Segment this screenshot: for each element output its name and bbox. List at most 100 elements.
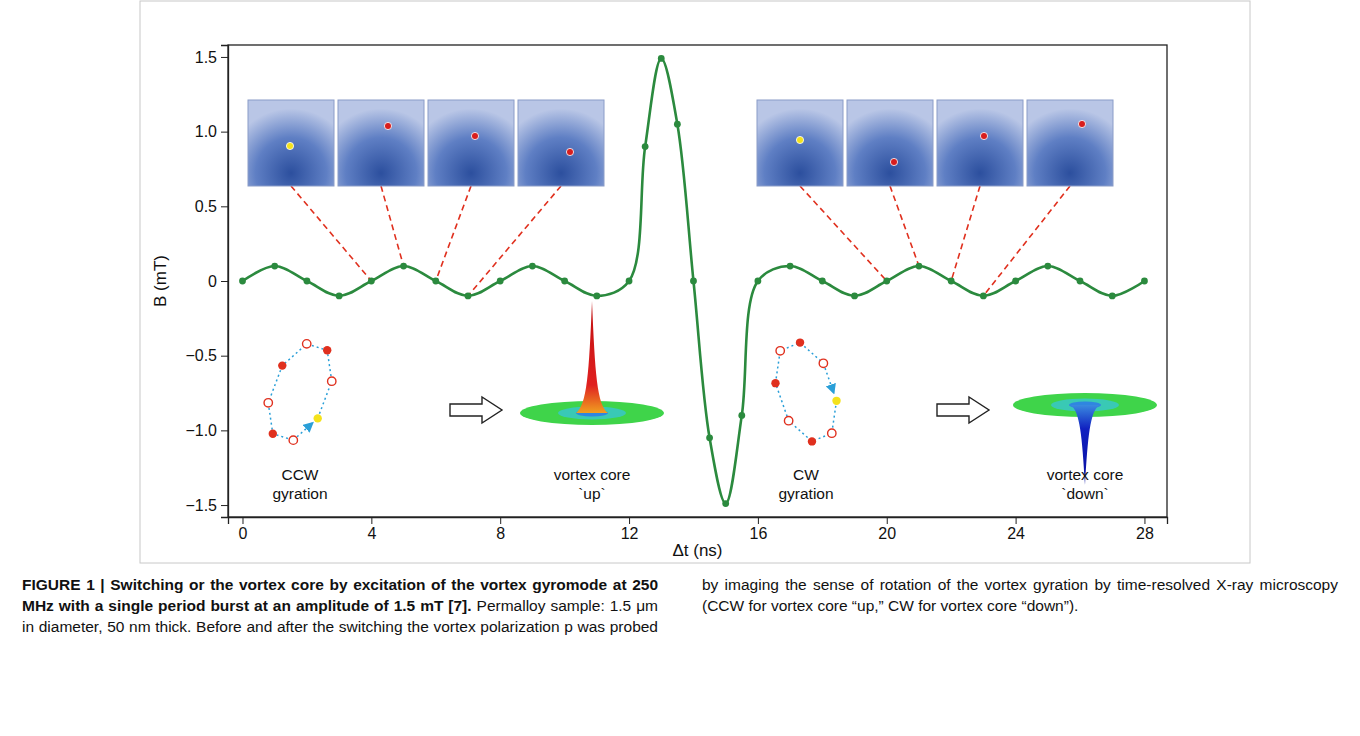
gyration-point (323, 346, 331, 354)
transition-arrow (450, 397, 502, 423)
gyration-point (832, 397, 840, 405)
x-tick-label: 12 (621, 525, 639, 542)
gyration-point (808, 437, 816, 445)
signal-marker (980, 293, 987, 300)
connector (890, 186, 919, 266)
core-position (471, 132, 478, 139)
gyration-path (268, 344, 332, 440)
signal-marker (1077, 278, 1084, 285)
gyration-point (776, 347, 784, 355)
y-tick: 0 (208, 273, 228, 290)
y-tick: −1.0 (185, 422, 228, 439)
y-axis: −1.5 −1.0 −0.5 0 0.5 1.0 1.5 (185, 46, 228, 518)
signal-marker (368, 278, 375, 285)
signal-marker (851, 293, 858, 300)
signal-marker (304, 278, 311, 285)
decor: gyration (272, 485, 327, 502)
signal-marker (1012, 278, 1019, 285)
signal-line (242, 58, 1144, 503)
x-tick-label: 0 (239, 525, 248, 542)
x-tick-mark (887, 517, 888, 524)
core-position (890, 158, 897, 165)
connector (800, 186, 887, 281)
x-tick-label: 16 (750, 525, 768, 542)
y-axis-line (221, 46, 229, 518)
y-tick-label: 1.0 (195, 123, 217, 140)
x-tick: 20 (878, 517, 896, 542)
connector (381, 186, 404, 266)
gyration-point (328, 377, 336, 385)
y-tick-mark (221, 57, 228, 58)
signal-marker (706, 434, 713, 441)
x-axis: 0 4 8 12 16 20 24 28 (229, 517, 1168, 542)
y-tick: 1.5 (195, 49, 228, 66)
xray-frame (1027, 100, 1113, 186)
x-tick-label: 4 (367, 525, 376, 542)
y-tick: 0.5 (195, 198, 228, 215)
x-tick-label: 20 (878, 525, 896, 542)
signal-marker (1044, 263, 1051, 270)
xray-frame (428, 100, 514, 186)
connector (436, 186, 471, 281)
core-position (1078, 120, 1085, 127)
x-tick-label: 24 (1007, 525, 1025, 542)
core-position (566, 148, 573, 155)
x-tick-mark (629, 517, 630, 524)
figure-caption: FIGURE 1 | Switching or the vortex core … (22, 574, 1338, 637)
signal-marker (336, 293, 343, 300)
decor: vortex core (554, 466, 631, 483)
xray-image (248, 100, 334, 186)
signal-marker (658, 55, 665, 62)
x-tick: 0 (239, 517, 248, 542)
gyration-point (771, 379, 779, 387)
core-position (980, 132, 987, 139)
y-tick-label: −0.5 (185, 347, 217, 364)
x-tick: 24 (1007, 517, 1025, 542)
xray-frame (248, 100, 334, 186)
x-tick-mark (371, 517, 372, 524)
annotation: CWgyration (778, 466, 833, 502)
x-tick-mark (242, 517, 243, 524)
y-tick-mark (221, 206, 228, 207)
signal-marker (819, 278, 826, 285)
signal-marker (690, 278, 697, 285)
gyration-diagram (264, 340, 336, 445)
gyration-point (289, 436, 297, 444)
connector (983, 186, 1070, 296)
y-tick-label: 0.5 (195, 198, 217, 215)
y-tick-label: −1.0 (185, 422, 217, 439)
decor: vortex core (1047, 466, 1124, 483)
y-tick-mark (221, 281, 228, 282)
gyration-point (269, 429, 277, 437)
x-tick: 8 (496, 517, 505, 542)
gyration-point (796, 338, 804, 346)
xray-image (757, 100, 843, 186)
decor: `down` (1061, 485, 1108, 502)
signal-marker (916, 263, 923, 270)
signal-marker (561, 278, 568, 285)
signal-marker (674, 121, 681, 128)
signal-marker (754, 278, 761, 285)
signal-marker (239, 278, 246, 285)
xray-frame (338, 100, 424, 186)
x-tick-mark (1144, 517, 1145, 524)
vortex-core-sketch (1013, 393, 1157, 485)
x-tick: 12 (621, 517, 639, 542)
x-axis-title: Δt (ns) (672, 541, 722, 560)
annotation: vortex core`up` (554, 466, 631, 502)
signal-marker (787, 263, 794, 270)
gyration-point (303, 340, 311, 348)
y-tick: −1.5 (185, 497, 228, 514)
y-tick: −0.5 (185, 347, 228, 364)
x-tick: 28 (1136, 517, 1154, 542)
decor: CW (793, 466, 819, 483)
signal-marker (738, 412, 745, 419)
xray-image (1027, 100, 1113, 186)
y-tick-label: 0 (208, 273, 217, 290)
vortex-spike (576, 301, 608, 413)
xray-image (338, 100, 424, 186)
signal-marker (883, 278, 890, 285)
signal-marker (271, 263, 278, 270)
y-tick-label: 1.5 (195, 49, 217, 66)
signal-marker (948, 278, 955, 285)
